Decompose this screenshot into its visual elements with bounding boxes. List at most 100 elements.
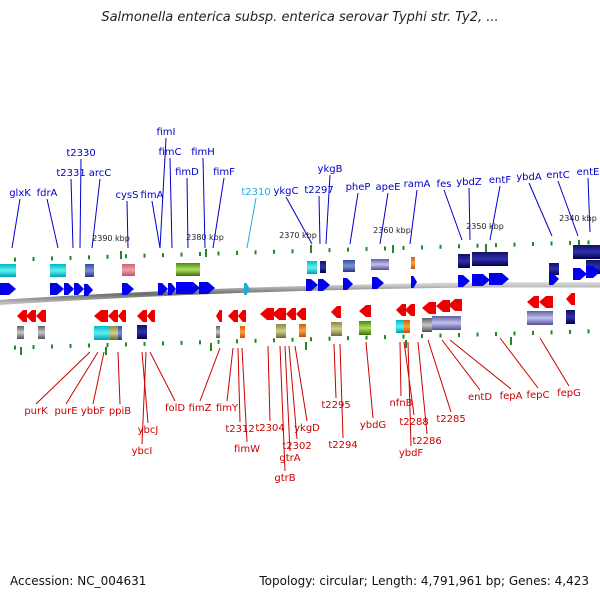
gene-arrow[interactable] [566,293,575,305]
gene-label-t2295[interactable]: t2295 [321,400,350,411]
gene-label-ykgd[interactable]: ykgD [294,423,320,434]
gene-arrow[interactable] [158,283,168,295]
gene-label-ybda[interactable]: ybdA [516,172,542,183]
gene-label-fimz[interactable]: fimZ [189,403,212,414]
gene-label-ybdf[interactable]: ybdF [399,448,424,459]
gene-arrow[interactable] [296,308,306,320]
gene-label-t2286[interactable]: t2286 [412,436,441,447]
gene-arrow[interactable] [228,310,238,322]
gene-arrow[interactable] [489,273,509,285]
gene-arrow[interactable] [359,305,371,317]
gene-arrow[interactable] [318,279,330,291]
gene-arrow[interactable] [0,283,16,295]
gene-arrow[interactable] [94,310,108,322]
gene-arrow[interactable] [216,310,222,322]
gene-label-cyss[interactable]: cysS [116,190,139,201]
gene-label-t2297[interactable]: t2297 [304,185,333,196]
gene-label-entf[interactable]: entF [489,175,511,186]
gene-arrow[interactable] [458,275,470,287]
gene-arrow[interactable] [405,304,415,316]
gene-label-arcc[interactable]: arcC [89,168,112,179]
gene-label-fold[interactable]: folD [165,403,185,414]
gene-label-ente[interactable]: entE [577,167,600,178]
gene-arrow[interactable] [238,310,246,322]
gene-label-ybci[interactable]: ybcI [132,446,153,457]
gene-arrow[interactable] [17,310,27,322]
gene-label-rama[interactable]: ramA [404,179,431,190]
gene-label-fimy[interactable]: fimY [216,403,239,414]
gene-label-fimf[interactable]: fimF [213,167,235,178]
gene-label-t2294[interactable]: t2294 [328,440,357,451]
gene-arrow[interactable] [372,277,384,289]
gene-arrow[interactable] [586,266,600,278]
gene-arrow[interactable] [549,273,559,285]
gene-arrow[interactable] [74,283,84,295]
gene-label-t2312[interactable]: t2312 [225,424,254,435]
gene-arrow[interactable] [50,283,64,295]
gene-arrow[interactable] [26,310,36,322]
gene-label-fima[interactable]: fimA [141,190,164,201]
gene-label-gtra[interactable]: gtrA [279,453,300,464]
gene-arrow[interactable] [539,296,553,308]
gene-arrow[interactable] [84,284,93,296]
gene-label-t2330[interactable]: t2330 [66,148,95,159]
gene-label-pure[interactable]: purE [54,406,77,417]
gene-arrow[interactable] [306,279,318,291]
gene-label-t2288[interactable]: t2288 [399,417,428,428]
gene-label-t2285[interactable]: t2285 [436,414,465,425]
gene-arrow[interactable] [122,283,134,295]
gene-label-t2310[interactable]: t2310 [241,187,270,198]
gene-label-nfnb[interactable]: nfnB [389,398,412,409]
gene-label-fimc[interactable]: fimC [158,147,181,158]
gene-label-t2302[interactable]: t2302 [282,441,311,452]
gene-label-ybdz[interactable]: ybdZ [456,177,482,188]
gene-arrow[interactable] [147,310,155,322]
gene-label-gtrb[interactable]: gtrB [274,473,295,484]
gene-arrow[interactable] [108,310,118,322]
gene-arrow[interactable] [118,310,126,322]
gene-arrow[interactable] [436,300,450,312]
gene-label-glxk[interactable]: glxK [9,188,31,199]
gene-label-ykgc[interactable]: ykgC [273,186,298,197]
gene-label-phep[interactable]: pheP [346,182,371,193]
gene-arrow[interactable] [573,268,587,280]
gene-arrow[interactable] [176,282,200,294]
gene-label-ppib[interactable]: ppiB [109,406,131,417]
gene-label-fimi[interactable]: fimI [157,127,176,138]
gene-label-t2331[interactable]: t2331 [56,168,85,179]
gene-label-fepg[interactable]: fepG [557,388,581,399]
gene-label-ybcj[interactable]: ybcJ [138,425,159,436]
gene-label-fimd[interactable]: fimD [175,167,199,178]
gene-label-ybbf[interactable]: ybbF [81,406,106,417]
gene-label-t2304[interactable]: t2304 [255,423,284,434]
gene-arrow[interactable] [286,308,296,320]
gene-label-apee[interactable]: apeE [376,182,401,193]
gene-arrow[interactable] [64,283,74,295]
gene-arrow[interactable] [472,274,490,286]
gene-arrow[interactable] [168,283,176,295]
gene-label-fes[interactable]: fes [437,179,452,190]
gene-label-fimw[interactable]: fimW [234,444,260,455]
gene-arrow[interactable] [272,308,286,320]
gene-arrow[interactable] [199,282,215,294]
gene-arrow[interactable] [244,283,250,295]
gene-arrow[interactable] [396,304,406,316]
gene-arrow[interactable] [422,302,436,314]
gene-label-entd[interactable]: entD [468,392,492,403]
gene-arrow[interactable] [411,276,417,288]
gene-arrow[interactable] [527,296,539,308]
gene-label-fepa[interactable]: fepA [500,391,523,402]
gene-arrow[interactable] [448,299,462,311]
gene-arrow[interactable] [137,310,147,322]
gene-label-fdra[interactable]: fdrA [37,188,58,199]
gene-label-ykgb[interactable]: ykgB [318,164,343,175]
gene-arrow[interactable] [343,278,353,290]
gene-label-entc[interactable]: entC [546,170,569,181]
gene-label-fimh[interactable]: fimH [191,147,215,158]
gene-label-purk[interactable]: purK [24,406,48,417]
gene-arrow[interactable] [331,306,341,318]
gene-arrow[interactable] [36,310,46,322]
gene-label-ybdg[interactable]: ybdG [360,420,386,431]
gene-arrow[interactable] [260,308,274,320]
gene-label-fepc[interactable]: fepC [526,390,549,401]
